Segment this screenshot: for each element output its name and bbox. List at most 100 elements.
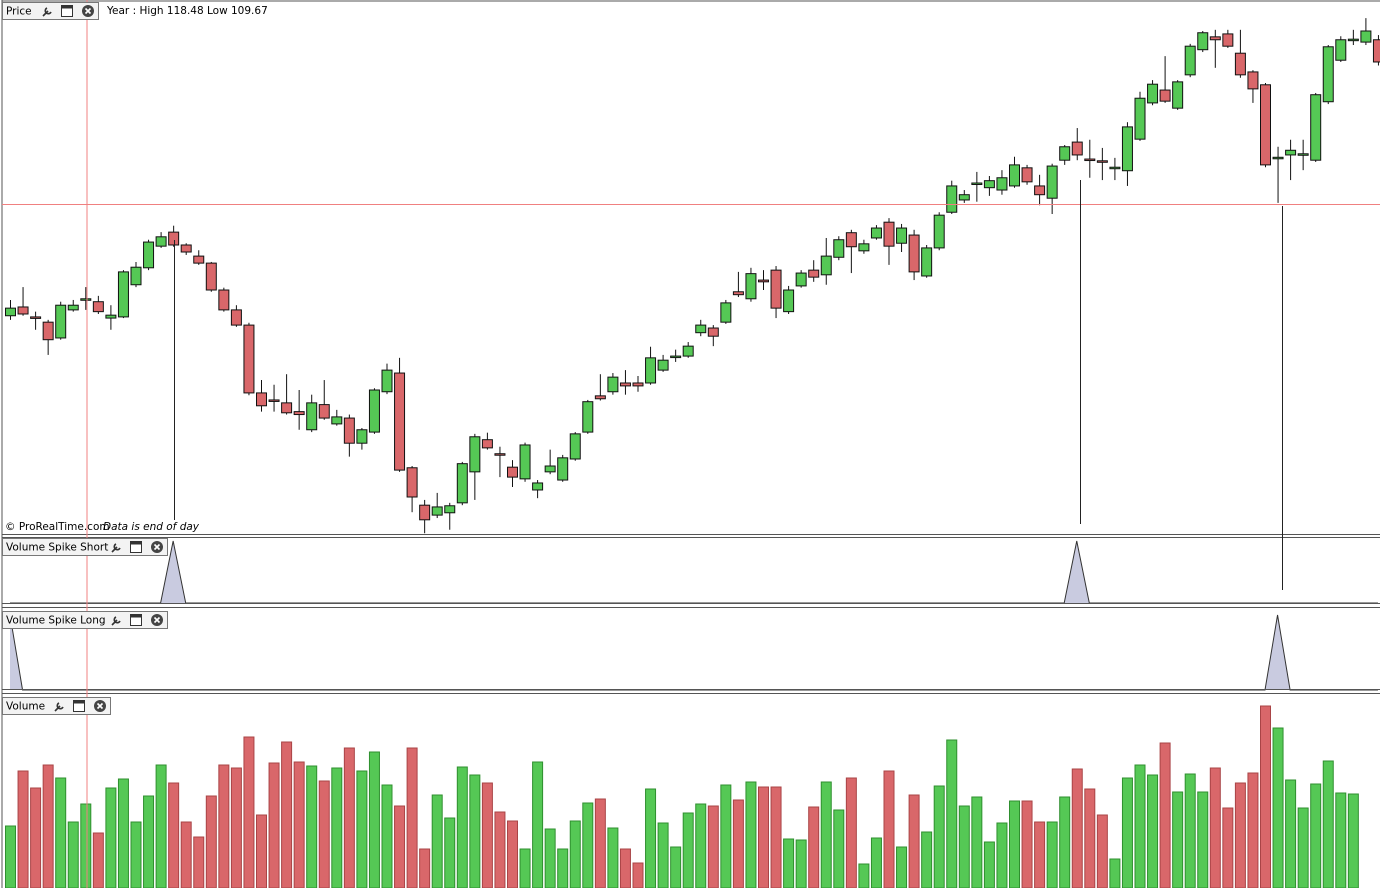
candle-body (17, 306, 29, 315)
volume-bar (607, 827, 619, 888)
volume-bar (331, 767, 343, 888)
candle-body (431, 506, 443, 516)
candle-body (532, 482, 544, 491)
candle-body (1071, 141, 1083, 156)
volume-bar (406, 747, 418, 888)
candle-body (1347, 38, 1359, 42)
volume-bar (645, 788, 657, 888)
volume-bar (356, 770, 368, 888)
close-icon[interactable] (151, 541, 163, 553)
volume-bar (921, 831, 933, 888)
candle-body (1159, 89, 1171, 102)
volume-bar (306, 765, 318, 888)
candle-body (318, 404, 330, 419)
close-icon[interactable] (82, 5, 94, 17)
candle-body (481, 439, 493, 449)
volume-bar (908, 794, 920, 888)
window-bar (61, 5, 73, 9)
candle-body (921, 247, 933, 277)
candle-body (544, 465, 556, 473)
volume-bar (619, 848, 631, 888)
candle-body (845, 232, 857, 248)
volume-bar (218, 764, 230, 888)
volume-bar (130, 821, 142, 888)
candle-body (406, 467, 418, 498)
candle-body (1285, 149, 1297, 156)
candle-body (1247, 71, 1259, 90)
settings-icon[interactable] (111, 543, 121, 553)
candle-body (1021, 167, 1033, 183)
volume-bar (256, 814, 267, 888)
volume-bar (758, 786, 769, 888)
volume-bar (1172, 791, 1184, 888)
volume-bar (481, 782, 493, 888)
candle-body (168, 231, 180, 246)
settings-icon[interactable] (42, 7, 52, 17)
window-icon[interactable] (130, 614, 142, 626)
candle-body (958, 194, 970, 201)
close-cross (153, 543, 161, 551)
window-icon[interactable] (61, 5, 73, 17)
spike-connectors (174, 180, 1283, 590)
volume-bar (883, 770, 895, 888)
volume-bar (1197, 791, 1209, 888)
volume-bar (230, 767, 242, 888)
volume-bar (870, 837, 882, 888)
candle-body (1096, 160, 1108, 163)
candle-body (1310, 94, 1322, 161)
volume-bar (657, 822, 669, 888)
volume-bar (1159, 742, 1171, 888)
volume-bar (1260, 705, 1271, 888)
candle-body (494, 453, 506, 456)
volume-bar (444, 817, 456, 888)
window-icon[interactable] (73, 700, 85, 712)
volume-bar (419, 848, 431, 888)
settings-icon[interactable] (111, 616, 121, 626)
volume-bar (507, 820, 518, 888)
volume-bar (1272, 727, 1284, 888)
candle-body (607, 376, 619, 393)
volume-bar (1322, 760, 1334, 888)
candle-body (42, 321, 54, 341)
volume-bar (996, 822, 1008, 888)
volume-bar (519, 848, 531, 888)
volume-bar (193, 836, 205, 888)
volume-bar (1034, 821, 1046, 888)
close-icon[interactable] (94, 700, 106, 712)
candle-body (632, 382, 644, 387)
candle-body (946, 185, 958, 213)
candle-body (1234, 52, 1246, 76)
candle-body (268, 399, 280, 402)
candle-body (1046, 165, 1058, 199)
candle-body (858, 243, 870, 252)
window-icon[interactable] (130, 541, 142, 553)
close-icon[interactable] (151, 614, 163, 626)
candle-body (331, 416, 343, 425)
candle-body (1034, 185, 1046, 196)
volume-bar (318, 780, 330, 888)
candle-body (205, 262, 217, 291)
candle-body (55, 304, 67, 339)
panel-header: Volume Spike Short (2, 538, 168, 556)
volume-bar (946, 739, 958, 888)
volume-bar (1285, 779, 1297, 888)
candle-body (645, 357, 657, 384)
window-bar (130, 614, 142, 618)
settings-icon[interactable] (54, 702, 64, 712)
volume-bar (544, 828, 556, 888)
candle-body (117, 271, 129, 318)
candle-body (1109, 166, 1121, 170)
candle-body (983, 180, 995, 189)
wrench-shape (42, 7, 52, 17)
candle-body (908, 234, 920, 273)
panel-title: Volume (6, 701, 45, 713)
volume-bar (343, 747, 355, 888)
candle-body (1009, 164, 1020, 187)
candle-body (883, 221, 895, 247)
panel-header-box (2, 538, 168, 556)
candle-body (1172, 81, 1184, 109)
volume-bar (143, 795, 155, 888)
candle-body (870, 227, 882, 239)
candle-body (180, 244, 192, 253)
wrench-shape (111, 616, 121, 626)
